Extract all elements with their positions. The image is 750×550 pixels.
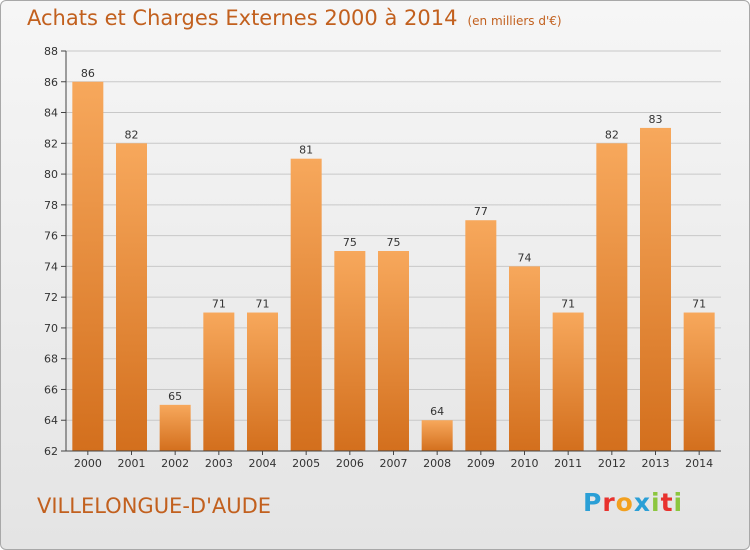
logo-letter: P (583, 488, 603, 517)
chart-title: Achats et Charges Externes 2000 à 2014 (e… (27, 6, 562, 30)
x-tick-label: 2013 (642, 457, 670, 470)
x-tick-label: 2000 (74, 457, 102, 470)
bar-value-label: 74 (518, 251, 532, 264)
x-tick-label: 2002 (161, 457, 189, 470)
bar-value-label: 83 (649, 113, 663, 126)
x-tick-label: 2004 (249, 457, 277, 470)
x-tick-label: 2006 (336, 457, 364, 470)
bar-value-label: 82 (605, 128, 619, 141)
bar-value-label: 75 (387, 236, 401, 249)
bar-value-label: 86 (81, 67, 95, 80)
chart-title-unit: (en milliers d'€) (467, 14, 562, 28)
y-tick-label: 78 (44, 199, 58, 212)
bars (72, 81, 715, 452)
bar-value-label: 77 (474, 205, 488, 218)
x-tick-label: 2012 (598, 457, 626, 470)
x-tick-label: 2011 (554, 457, 582, 470)
chart-title-main: Achats et Charges Externes 2000 à 2014 (27, 6, 458, 30)
bar-2013[interactable] (640, 127, 671, 451)
bar-value-label: 75 (343, 236, 357, 249)
logo-letter: i (673, 488, 684, 517)
bar-2007[interactable] (378, 251, 409, 451)
bar-value-label: 71 (212, 298, 226, 311)
bar-2006[interactable] (334, 251, 366, 451)
y-tick-label: 74 (44, 260, 58, 273)
x-tick-label: 2014 (685, 457, 713, 470)
bar-2001[interactable] (116, 143, 147, 452)
bar-2014[interactable] (683, 312, 715, 451)
y-tick-label: 88 (44, 45, 58, 58)
y-tick-label: 76 (44, 230, 58, 243)
logo-letter: x (633, 488, 651, 517)
y-tick-label: 68 (44, 353, 58, 366)
y-tick-label: 84 (44, 107, 58, 120)
bar-value-label: 71 (561, 298, 575, 311)
logo-letter: r (602, 488, 616, 517)
x-tick-label: 2001 (118, 457, 146, 470)
bar-2002[interactable] (159, 404, 191, 451)
bar-2003[interactable] (203, 312, 235, 451)
logo-letter: i (651, 488, 661, 517)
y-tick-label: 80 (44, 168, 58, 181)
y-tick-label: 70 (44, 322, 58, 335)
proxiti-logo[interactable]: Proxiti (583, 488, 683, 517)
bar-2000[interactable] (72, 81, 104, 452)
x-tick-label: 2005 (292, 457, 320, 470)
x-tick-label: 2003 (205, 457, 233, 470)
y-tick-label: 72 (44, 291, 58, 304)
bar-2004[interactable] (247, 312, 278, 451)
bar-2012[interactable] (596, 143, 628, 452)
y-tick-label: 86 (44, 76, 58, 89)
x-tick-label: 2008 (423, 457, 451, 470)
y-tick-label: 64 (44, 414, 58, 427)
bar-value-label: 71 (256, 298, 270, 311)
y-tick-label: 82 (44, 137, 58, 150)
x-tick-label: 2010 (511, 457, 539, 470)
y-tick-label: 62 (44, 445, 58, 458)
bar-value-label: 71 (692, 298, 706, 311)
bar-2011[interactable] (552, 312, 584, 451)
labels: 62 64 66 68 70 72 74 76 78 80 82 84 86 88 86 2000 82 2001… (44, 45, 713, 470)
y-tick-label: 66 (44, 383, 58, 396)
location-name: VILLELONGUE-D'AUDE (37, 494, 272, 518)
x-tick-label: 2007 (380, 457, 408, 470)
bar-value-label: 65 (168, 390, 182, 403)
bar-2009[interactable] (465, 220, 497, 451)
axes (61, 50, 721, 455)
bar-2008[interactable] (421, 420, 453, 451)
bar-value-label: 64 (430, 405, 444, 418)
bar-2005[interactable] (290, 158, 322, 451)
bar-2010[interactable] (509, 266, 540, 451)
logo-letter: o (615, 488, 634, 517)
bar-value-label: 81 (299, 144, 313, 157)
x-tick-label: 2009 (467, 457, 495, 470)
logo-letter: t (660, 488, 674, 517)
bar-value-label: 82 (125, 128, 139, 141)
